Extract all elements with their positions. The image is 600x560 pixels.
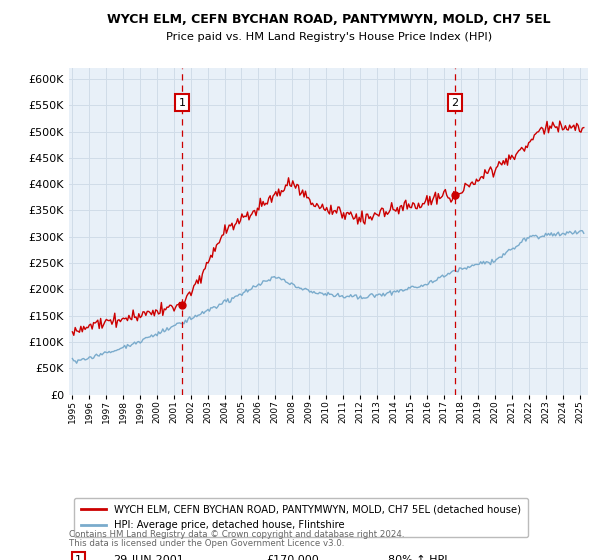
Text: 29-JUN-2001: 29-JUN-2001 — [113, 554, 184, 560]
Legend: WYCH ELM, CEFN BYCHAN ROAD, PANTYMWYN, MOLD, CH7 5EL (detached house), HPI: Aver: WYCH ELM, CEFN BYCHAN ROAD, PANTYMWYN, M… — [74, 498, 528, 537]
Text: 1: 1 — [179, 97, 185, 108]
Text: 2: 2 — [452, 97, 458, 108]
Text: This data is licensed under the Open Government Licence v3.0.: This data is licensed under the Open Gov… — [69, 539, 344, 548]
Text: 80% ↑ HPI: 80% ↑ HPI — [388, 554, 448, 560]
Text: WYCH ELM, CEFN BYCHAN ROAD, PANTYMWYN, MOLD, CH7 5EL: WYCH ELM, CEFN BYCHAN ROAD, PANTYMWYN, M… — [107, 13, 551, 26]
Text: £170,000: £170,000 — [266, 554, 319, 560]
Text: Price paid vs. HM Land Registry's House Price Index (HPI): Price paid vs. HM Land Registry's House … — [166, 32, 492, 43]
Text: 1: 1 — [75, 554, 82, 560]
Text: Contains HM Land Registry data © Crown copyright and database right 2024.: Contains HM Land Registry data © Crown c… — [69, 530, 404, 539]
